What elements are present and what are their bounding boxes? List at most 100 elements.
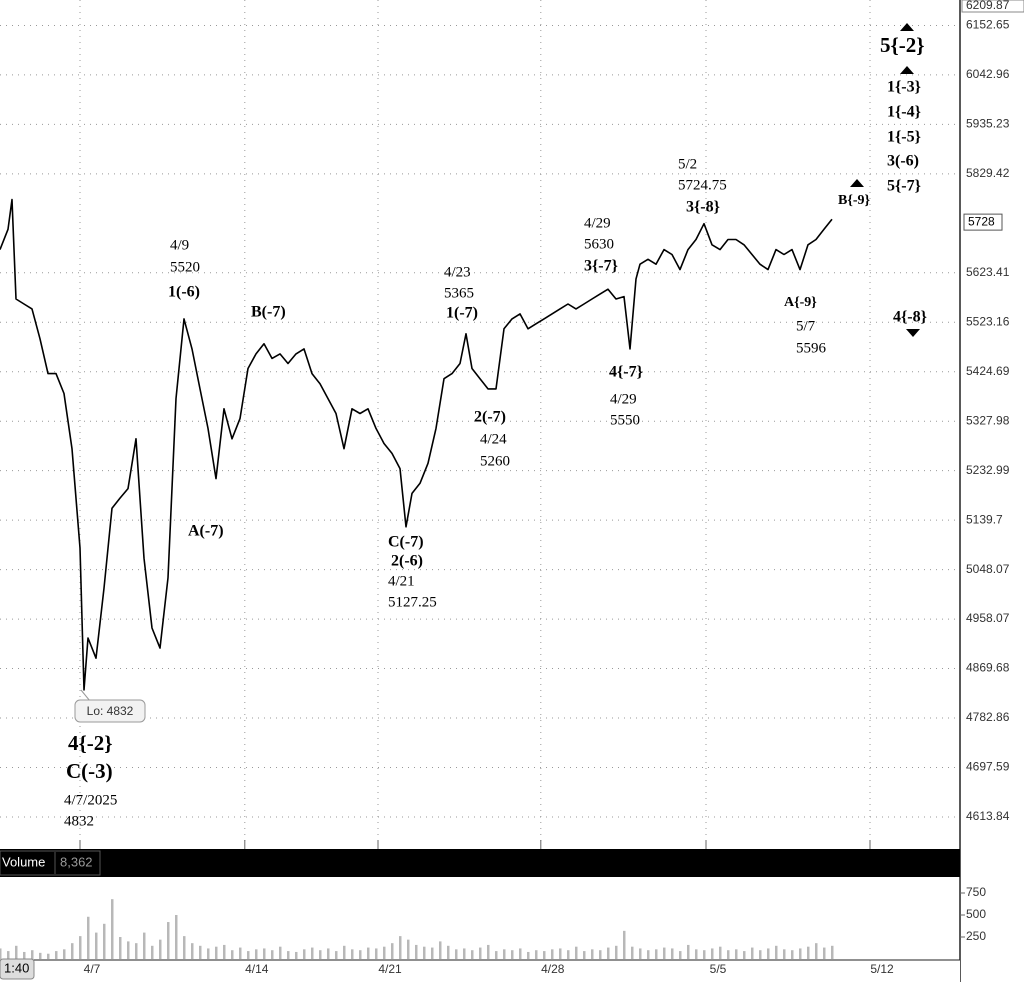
annotation: 5260 xyxy=(480,453,510,469)
volume-bar xyxy=(487,944,490,959)
volume-bar xyxy=(615,945,618,959)
volume-bar xyxy=(335,951,338,959)
volume-tick-label: 750 xyxy=(966,885,986,899)
volume-bar xyxy=(751,947,754,959)
volume-bar xyxy=(607,947,610,959)
annotation: 4{-2} xyxy=(68,731,113,755)
annotation: 5365 xyxy=(444,285,474,301)
price-badge xyxy=(963,213,1003,231)
volume-bar xyxy=(415,944,418,959)
volume-bar xyxy=(175,915,178,959)
plot xyxy=(0,198,834,959)
x-tick-label: 4/14 xyxy=(245,962,269,976)
annotation: 4/29 xyxy=(610,391,637,407)
volume-bar xyxy=(743,951,746,959)
volume-bar xyxy=(687,944,690,959)
volume-bar xyxy=(263,948,266,959)
volume-bar xyxy=(759,950,762,959)
annotation: 4832 xyxy=(64,813,94,829)
y-tick-label: 4782.86 xyxy=(966,710,1010,724)
volume-bar xyxy=(343,945,346,959)
volume-bar xyxy=(351,949,354,959)
x-tick-label: 4/21 xyxy=(378,962,402,976)
y-top-label: 6209.87 xyxy=(966,0,1010,12)
volume-bar xyxy=(503,949,506,959)
y-tick-label: 6042.96 xyxy=(966,67,1010,81)
annotation: 4{-8} xyxy=(893,309,927,326)
volume-bar xyxy=(167,922,170,959)
annotation: 4/23 xyxy=(444,264,471,280)
volume-bar xyxy=(791,950,794,959)
volume-bar xyxy=(815,943,818,959)
annotation: 4/9 xyxy=(170,237,189,253)
volume-bar xyxy=(15,945,18,959)
volume-bar xyxy=(191,943,194,959)
volume-bar xyxy=(199,945,202,959)
volume-tick-label: 500 xyxy=(966,907,986,921)
callout-box xyxy=(74,699,146,723)
volume-bar xyxy=(95,932,98,959)
volume-bar xyxy=(103,923,106,959)
volume-bar xyxy=(479,947,482,959)
annotation: 3{-8} xyxy=(686,199,720,216)
grid xyxy=(0,0,960,845)
y-tick-label: 4869.68 xyxy=(966,661,1010,675)
volume-bar xyxy=(423,946,426,959)
x-tick-label: 4/7 xyxy=(84,962,101,976)
annotation: 4{-7} xyxy=(609,364,643,381)
volume-bar xyxy=(567,950,570,959)
volume-bar xyxy=(159,939,162,959)
annotation: C(-7) xyxy=(388,534,424,551)
volume-bar xyxy=(727,950,730,959)
time-badge xyxy=(0,958,35,980)
volume-bar xyxy=(239,947,242,959)
x-axis-strip xyxy=(0,960,960,982)
volume-bar xyxy=(511,950,514,959)
arrow-up xyxy=(900,23,914,31)
volume-bar xyxy=(519,948,522,959)
y-tick-label: 5139.7 xyxy=(966,512,1003,526)
annotation: C(-3) xyxy=(66,759,113,783)
x-tick-label: 5/5 xyxy=(710,962,727,976)
annotation: 2(-7) xyxy=(474,409,506,426)
volume-bar xyxy=(23,951,26,959)
volume-last: 8,362 xyxy=(60,854,93,869)
annotation: 4/29 xyxy=(584,215,611,231)
annotation: 5/2 xyxy=(678,156,697,172)
volume-bar xyxy=(247,951,250,959)
volume-bar xyxy=(215,946,218,959)
volume-bar xyxy=(767,948,770,959)
annotation: 1{-3} xyxy=(887,79,921,96)
volume-bar xyxy=(87,916,90,959)
volume-header xyxy=(0,849,960,877)
annotation: 3(-6) xyxy=(887,153,919,170)
annotation: A{-9} xyxy=(784,295,817,310)
volume-bar xyxy=(623,930,626,959)
volume-bar xyxy=(807,946,810,959)
volume-bar xyxy=(399,936,402,959)
volume-bar xyxy=(39,952,42,959)
volume-bar xyxy=(703,950,706,959)
volume-bar xyxy=(0,948,2,959)
annotation: 1(-6) xyxy=(168,284,200,301)
volume-bar xyxy=(471,950,474,959)
volume-bar xyxy=(287,951,290,959)
annotation: B{-9} xyxy=(838,193,871,208)
volume-bar xyxy=(775,945,778,959)
volume-bar xyxy=(47,953,50,959)
y-tick-label: 4613.84 xyxy=(966,809,1010,823)
volume-bar xyxy=(823,947,826,959)
time-label: 1:40 xyxy=(4,960,29,975)
y-tick-label: 5232.99 xyxy=(966,463,1010,477)
volume-bar xyxy=(575,946,578,959)
x-tick-label: 4/28 xyxy=(541,962,565,976)
volume-bar xyxy=(831,945,834,959)
volume-bar xyxy=(359,950,362,959)
volume-bar xyxy=(447,945,450,959)
volume-bar xyxy=(303,949,306,959)
annotation: 5724.75 xyxy=(678,177,727,193)
y-tick-label: 5935.23 xyxy=(966,117,1010,131)
volume-bar xyxy=(367,947,370,959)
y-tick-label: 5424.69 xyxy=(966,364,1010,378)
